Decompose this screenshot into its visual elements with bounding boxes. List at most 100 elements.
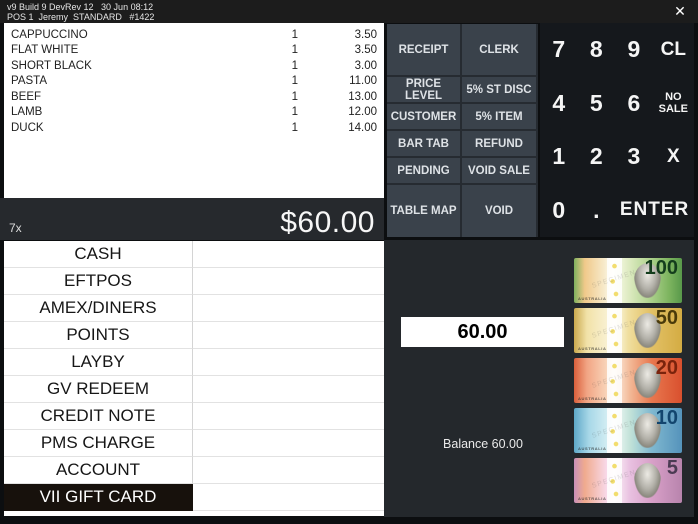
tender-label: CASH bbox=[4, 241, 193, 268]
tender-label: POINTS bbox=[4, 322, 193, 349]
item-price: 3.50 bbox=[354, 44, 377, 57]
banknote-clear-window bbox=[607, 258, 622, 303]
key-3[interactable]: 3 bbox=[627, 143, 641, 170]
banknote-portrait bbox=[634, 463, 662, 498]
key-4[interactable]: 4 bbox=[552, 89, 566, 116]
key-7[interactable]: 7 bbox=[552, 36, 566, 63]
tender-label: AMEX/DINERS bbox=[4, 295, 193, 322]
sale-line-item[interactable]: FLAT WHITE 1 3.50 bbox=[4, 43, 384, 59]
tender-amount-cell bbox=[193, 268, 384, 295]
item-price: 3.50 bbox=[354, 28, 377, 41]
tender-row-layby[interactable]: LAYBY bbox=[4, 349, 384, 376]
tender-row-cash[interactable]: CASH bbox=[4, 241, 384, 268]
item-name: LAMB bbox=[11, 106, 43, 119]
tender-label: ACCOUNT bbox=[4, 457, 193, 484]
tender-row-pms-charge[interactable]: PMS CHARGE bbox=[4, 430, 384, 457]
item-qty: 1 bbox=[291, 59, 298, 72]
key-clear[interactable]: CL bbox=[660, 38, 686, 60]
banknote-clear-window bbox=[607, 358, 622, 403]
tender-row-vii-gift-card[interactable]: VII GIFT CARD bbox=[4, 484, 384, 511]
tender-amount-cell bbox=[193, 322, 384, 349]
clerk-button[interactable]: CLERK bbox=[462, 24, 536, 75]
tender-amount-input[interactable]: 60.00 bbox=[401, 317, 564, 347]
item-qty: 1 bbox=[291, 75, 298, 88]
key-1[interactable]: 1 bbox=[552, 143, 566, 170]
void-sale-button[interactable]: VOID SALE bbox=[462, 158, 536, 183]
banknote-10-button[interactable]: SPECIMEN 10 AUSTRALIA bbox=[574, 408, 682, 453]
tender-row-points[interactable]: POINTS bbox=[4, 322, 384, 349]
item-qty: 1 bbox=[291, 28, 298, 41]
key-enter[interactable]: ENTER bbox=[619, 199, 690, 221]
item-name: BEEF bbox=[11, 90, 42, 103]
tender-amount-cell bbox=[193, 457, 384, 484]
item-name: FLAT WHITE bbox=[11, 44, 79, 57]
banknote-shortcuts: SPECIMEN 100 AUSTRALIA SPECIMEN 50 AUSTR… bbox=[574, 258, 682, 503]
key-9[interactable]: 9 bbox=[627, 36, 641, 63]
banknote-5-button[interactable]: SPECIMEN 5 AUSTRALIA bbox=[574, 458, 682, 503]
key-5[interactable]: 5 bbox=[589, 89, 603, 116]
void-button[interactable]: VOID bbox=[462, 185, 536, 237]
key-6[interactable]: 6 bbox=[627, 89, 641, 116]
item-price: 3.00 bbox=[354, 59, 377, 72]
tender-row-credit-note[interactable]: CREDIT NOTE bbox=[4, 403, 384, 430]
banknote-country-label: AUSTRALIA bbox=[578, 446, 607, 451]
price-level-button[interactable]: PRICE LEVEL bbox=[387, 77, 460, 102]
balance-label: Balance 60.00 bbox=[443, 437, 523, 451]
tender-label: CREDIT NOTE bbox=[4, 403, 193, 430]
banknote-country-label: AUSTRALIA bbox=[578, 396, 607, 401]
bar-tab-button[interactable]: BAR TAB bbox=[387, 131, 460, 156]
key-multiply[interactable]: X bbox=[666, 145, 680, 167]
key-8[interactable]: 8 bbox=[589, 36, 603, 63]
numeric-keypad: 7 8 9 CL 4 5 6 NO SALE 1 2 3 X 0 . ENTER bbox=[540, 23, 694, 237]
banknote-denomination: 5 bbox=[666, 458, 678, 479]
refund-button[interactable]: REFUND bbox=[462, 131, 536, 156]
key-2[interactable]: 2 bbox=[589, 143, 603, 170]
tender-amount-cell bbox=[193, 430, 384, 457]
tender-amount-cell bbox=[193, 349, 384, 376]
payment-panel: 60.00 Balance 60.00 SPECIMEN 100 AUSTRAL… bbox=[384, 240, 694, 517]
item-count-label: 7x bbox=[9, 221, 22, 235]
sale-line-item[interactable]: DUCK 1 14.00 bbox=[4, 120, 384, 136]
banknote-portrait bbox=[634, 413, 662, 448]
banknote-denomination: 50 bbox=[655, 308, 678, 329]
sale-line-item[interactable]: BEEF 1 13.00 bbox=[4, 89, 384, 105]
sale-line-item[interactable]: CAPPUCCINO 1 3.50 bbox=[4, 27, 384, 43]
item-name: CAPPUCCINO bbox=[11, 28, 88, 41]
banknote-clear-window bbox=[607, 458, 622, 503]
key-decimal[interactable]: . bbox=[593, 196, 600, 223]
tender-row-eftpos[interactable]: EFTPOS bbox=[4, 268, 384, 295]
tender-row-account[interactable]: ACCOUNT bbox=[4, 457, 384, 484]
sale-line-item[interactable]: SHORT BLACK 1 3.00 bbox=[4, 58, 384, 74]
tender-label: EFTPOS bbox=[4, 268, 193, 295]
item-price: 14.00 bbox=[348, 121, 377, 134]
total-bar: 7x $60.00 bbox=[0, 198, 384, 240]
banknote-20-button[interactable]: SPECIMEN 20 AUSTRALIA bbox=[574, 358, 682, 403]
function-button-grid: RECEIPT CLERK PRICE LEVEL 5% ST DISC CUS… bbox=[387, 24, 538, 237]
st-disc-button[interactable]: 5% ST DISC bbox=[462, 77, 536, 102]
item-name: SHORT BLACK bbox=[11, 59, 92, 72]
customer-button[interactable]: CUSTOMER bbox=[387, 104, 460, 129]
tender-label: PMS CHARGE bbox=[4, 430, 193, 457]
sale-line-item[interactable]: LAMB 1 12.00 bbox=[4, 105, 384, 121]
tender-row-gv-redeem[interactable]: GV REDEEM bbox=[4, 376, 384, 403]
titlebar-pos-info-text: POS 1 Jeremy STANDARD #1422 bbox=[7, 12, 155, 22]
tender-amount-cell bbox=[193, 376, 384, 403]
key-no-sale[interactable]: NO SALE bbox=[658, 91, 688, 116]
banknote-100-button[interactable]: SPECIMEN 100 AUSTRALIA bbox=[574, 258, 682, 303]
item-price: 11.00 bbox=[349, 75, 377, 88]
close-icon[interactable]: ✕ bbox=[674, 3, 686, 19]
item-qty: 1 bbox=[291, 44, 298, 57]
key-0[interactable]: 0 bbox=[552, 196, 566, 223]
titlebar-version-text: v9 Build 9 DevRev 12 30 Jun 08:12 bbox=[7, 2, 154, 12]
tender-row-amex-diners[interactable]: AMEX/DINERS bbox=[4, 295, 384, 322]
item-disc-button[interactable]: 5% ITEM bbox=[462, 104, 536, 129]
sale-line-item[interactable]: PASTA 1 11.00 bbox=[4, 74, 384, 90]
tender-label: GV REDEEM bbox=[4, 376, 193, 403]
banknote-50-button[interactable]: SPECIMEN 50 AUSTRALIA bbox=[574, 308, 682, 353]
table-map-button[interactable]: TABLE MAP bbox=[387, 185, 460, 237]
tender-amount-cell bbox=[193, 295, 384, 322]
pending-button[interactable]: PENDING bbox=[387, 158, 460, 183]
receipt-button[interactable]: RECEIPT bbox=[387, 24, 460, 75]
tender-amount-cell bbox=[193, 241, 384, 268]
